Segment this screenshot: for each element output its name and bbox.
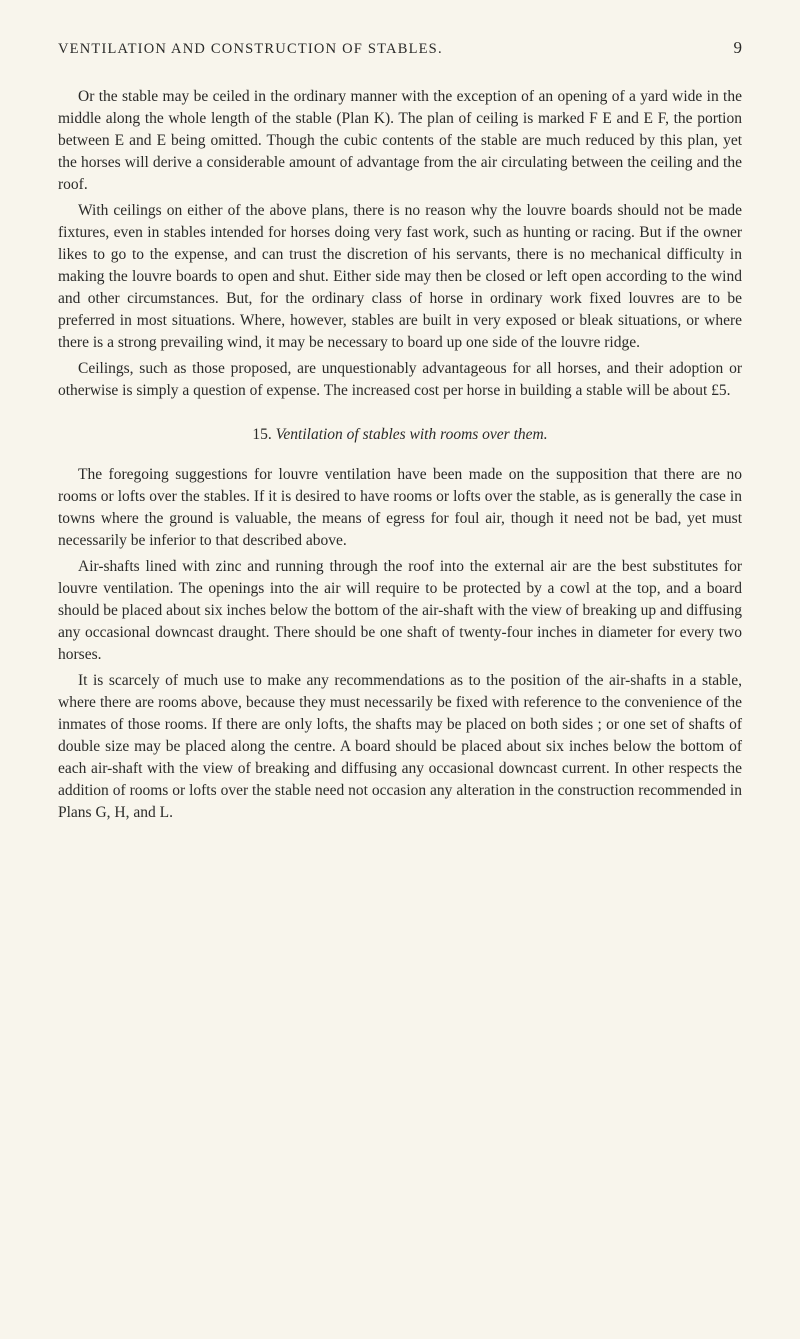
section-number: 15. (252, 426, 271, 443)
section-title-text: Ventilation of stables with rooms over t… (276, 426, 548, 443)
body-paragraph: The foregoing suggestions for louvre ven… (58, 464, 742, 552)
section-heading: 15. Ventilation of stables with rooms ov… (58, 424, 742, 446)
body-paragraph: Or the stable may be ceiled in the ordin… (58, 86, 742, 196)
body-paragraph: Air-shafts lined with zinc and running t… (58, 556, 742, 666)
body-paragraph: Ceilings, such as those proposed, are un… (58, 358, 742, 402)
body-paragraph: It is scarcely of much use to make any r… (58, 670, 742, 824)
page-header: VENTILATION AND CONSTRUCTION OF STABLES.… (58, 36, 742, 60)
header-title: VENTILATION AND CONSTRUCTION OF STABLES. (58, 39, 443, 60)
page-number: 9 (734, 36, 743, 60)
body-paragraph: With ceilings on either of the above pla… (58, 200, 742, 354)
